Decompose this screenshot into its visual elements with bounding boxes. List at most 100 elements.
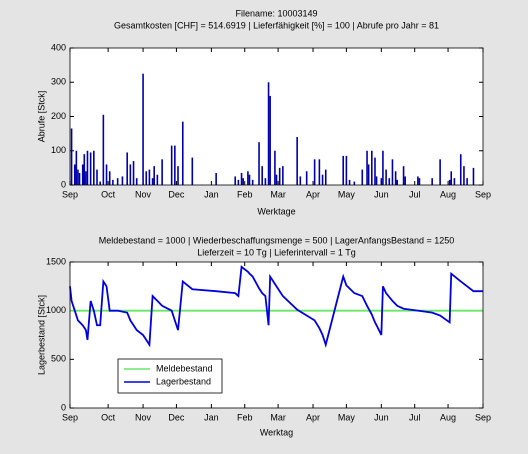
y-axis-label: Lagerbestand [Stck] [36,295,46,375]
bar [105,164,108,185]
bar [374,157,376,185]
bar [269,95,271,185]
y-axis-label: Abrufe [Stck] [36,91,46,143]
bar [116,178,119,185]
bar [463,166,465,185]
bar [151,178,154,185]
bar [380,178,383,185]
bar [126,152,128,185]
bar [108,171,111,185]
x-axis-label: Werktage [257,206,295,216]
bar [296,137,298,185]
bar [237,179,240,185]
bar [174,145,176,185]
x-tick-label: Aug [440,412,456,422]
bar [299,176,302,185]
axes-box [69,47,484,186]
y-tick-label: 300 [51,77,66,87]
plot-area [70,48,483,185]
bar [278,167,281,185]
x-tick-label: May [338,412,356,422]
x-tick-label: Jan [204,189,219,199]
x-tick-label: Oct [101,412,116,422]
bar [99,181,101,185]
bar [321,174,324,185]
chart-subtitle: Gesamtkosten [CHF] = 514.6919 | Lieferfä… [114,20,439,30]
chart-title: Meldebestand = 1000 | Wiederbeschaffungs… [99,235,455,245]
bar [431,178,433,185]
legend-label: Lagerbestand [156,376,211,386]
x-tick-label: Jul [409,412,421,422]
bar [275,174,278,185]
y-tick-label: 1000 [46,305,66,315]
bar [73,164,76,185]
bar [142,73,144,185]
bar [156,174,159,185]
bar [89,152,92,185]
bar [145,171,148,185]
bar [121,176,124,185]
bar [459,154,462,185]
bar [391,159,394,185]
y-tick-label: 0 [61,402,66,412]
x-tick-label: Jan [204,412,219,422]
bar [382,150,384,185]
bar [242,178,244,185]
bar [313,159,316,185]
x-tick-label: Mar [270,412,286,422]
bar [93,150,95,185]
bar [247,171,249,185]
x-tick-label: Sep [475,189,491,199]
x-tick-label: Jun [374,189,389,199]
x-tick-label: Sep [62,412,78,422]
bar [466,178,468,185]
bar [439,159,441,185]
bar [70,128,73,185]
bar [348,179,351,185]
bar [417,176,419,185]
bar [388,178,391,185]
bar [375,176,378,185]
bar [75,150,78,185]
line [69,265,483,348]
bar [258,142,260,185]
bar [404,176,406,185]
bar [135,178,138,185]
bar [353,181,356,185]
bar [86,150,89,185]
x-tick-label: Feb [237,412,253,422]
bar [170,145,173,185]
y-tick-label: 0 [61,179,66,189]
bar [367,164,370,185]
bar [81,164,84,185]
legend-label: Meldebestand [156,363,213,373]
x-tick-label: Nov [135,189,152,199]
y-tick-label: 400 [51,42,66,52]
x-tick-label: Mar [270,189,286,199]
bar [305,171,308,185]
bar [361,169,364,185]
bar [132,161,135,185]
y-tick-label: 1500 [46,256,66,266]
bar [129,164,132,185]
x-tick-label: Sep [62,189,78,199]
bar [215,173,217,185]
x-tick-label: Dec [168,412,185,422]
bar [342,155,345,185]
bar [282,166,284,185]
bar [318,159,321,185]
bar [261,166,264,185]
bar [96,169,98,185]
bar [153,166,155,185]
chart-title: Filename: 10003149 [235,8,317,18]
x-tick-label: Aug [440,189,456,199]
axes-box [69,261,484,409]
bar [234,176,236,185]
x-tick-label: Jun [374,412,389,422]
bar [191,157,194,185]
bar [450,171,453,185]
bar [418,178,421,185]
bar [240,173,243,185]
bar [112,179,114,185]
